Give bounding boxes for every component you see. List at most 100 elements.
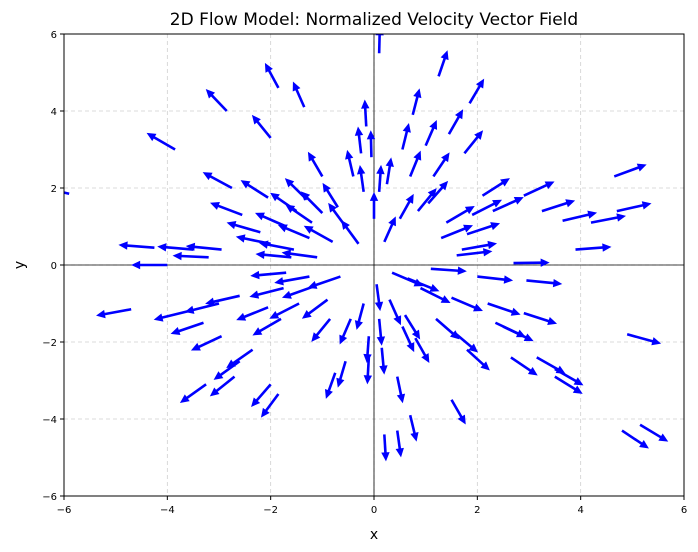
arrow-head-36 <box>292 81 301 92</box>
velocity-arrow <box>64 191 70 196</box>
velocity-arrow <box>466 222 501 236</box>
chart-title: 2D Flow Model: Normalized Velocity Vecto… <box>170 10 578 30</box>
arrow-head-53 <box>336 377 345 388</box>
velocity-arrow <box>430 266 467 275</box>
arrow-shaft-14 <box>209 174 233 190</box>
arrow-shaft-29 <box>256 286 284 297</box>
velocity-arrow <box>554 375 583 394</box>
velocity-arrow <box>264 62 280 89</box>
arrow-head-95 <box>464 205 475 215</box>
velocity-arrow <box>492 196 524 213</box>
arrow-head-20 <box>226 221 237 230</box>
arrow-head-46 <box>311 332 321 342</box>
velocity-arrow <box>303 225 334 244</box>
velocity-arrow <box>616 201 652 213</box>
arrow-head-50 <box>307 280 318 289</box>
arrow-head-42 <box>281 249 292 258</box>
arrow-head-34 <box>270 192 280 202</box>
arrow-shaft-120 <box>554 367 578 383</box>
arrow-shaft-46 <box>315 318 332 337</box>
arrow-head-110 <box>513 196 524 205</box>
velocity-arrow <box>374 284 384 312</box>
velocity-arrow <box>388 299 402 326</box>
arrow-head-13 <box>205 89 216 99</box>
arrow-shaft-72 <box>385 165 392 185</box>
arrow-shaft-114 <box>510 356 532 373</box>
y-tick-label-0: −6 <box>42 492 57 503</box>
arrow-shaft-115 <box>523 183 548 197</box>
velocity-arrow <box>513 258 550 267</box>
velocity-arrow <box>376 164 385 192</box>
velocity-arrow <box>613 163 647 178</box>
velocity-arrow <box>379 347 388 375</box>
arrow-head-27 <box>264 62 273 73</box>
velocity-arrow <box>307 275 341 289</box>
arrow-shaft-33 <box>266 243 295 251</box>
arrow-head-26 <box>260 407 270 418</box>
velocity-arrow <box>621 429 649 449</box>
velocity-arrow <box>301 298 329 319</box>
velocity-arrow <box>427 180 449 205</box>
arrow-head-17 <box>210 201 220 210</box>
velocity-arrow <box>274 275 310 286</box>
arrow-head-91 <box>441 152 450 163</box>
arrow-head-87 <box>440 295 451 304</box>
y-tick-label-5: 4 <box>51 107 57 118</box>
arrow-shaft-65 <box>375 284 381 304</box>
velocity-arrow <box>292 81 306 108</box>
arrow-shaft-110 <box>492 199 517 213</box>
velocity-arrow <box>345 149 355 177</box>
arrow-shaft-13 <box>210 93 228 112</box>
arrow-shaft-84 <box>411 95 419 116</box>
arrow-shaft-123 <box>575 246 604 251</box>
arrow-shaft-19 <box>231 348 254 365</box>
arrow-head-7 <box>170 327 181 335</box>
arrow-head-92 <box>449 330 460 340</box>
arrow-head-43 <box>307 151 317 162</box>
arrow-head-108 <box>500 178 510 187</box>
velocity-arrow <box>562 210 598 222</box>
velocity-arrow <box>356 165 366 193</box>
velocity-arrow <box>339 318 352 345</box>
arrow-head-83 <box>410 431 419 442</box>
arrow-head-54 <box>339 334 348 345</box>
arrow-shaft-97 <box>450 296 477 310</box>
x-tick-label-1: −4 <box>160 505 175 516</box>
velocity-arrow <box>411 88 422 116</box>
arrow-head-67 <box>376 336 386 346</box>
arrow-head-121 <box>572 385 583 394</box>
arrow-shaft-57 <box>357 134 363 154</box>
y-tick-label-3: 0 <box>51 261 57 272</box>
velocity-arrow <box>468 78 485 104</box>
velocity-arrow <box>502 325 534 342</box>
arrow-shaft-119 <box>541 201 568 213</box>
arrow-head-15 <box>209 387 220 397</box>
arrow-shaft-21 <box>246 183 269 199</box>
arrow-head-105 <box>475 78 485 89</box>
arrow-head-73 <box>393 315 402 326</box>
velocity-arrow <box>463 130 484 155</box>
arrow-head-62 <box>363 375 373 385</box>
arrow-shaft-109 <box>487 302 514 314</box>
velocity-arrow <box>131 260 168 270</box>
velocity-arrow <box>383 216 396 243</box>
arrow-shaft-86 <box>416 193 433 212</box>
x-tick-label-6: 6 <box>681 505 687 516</box>
arrow-shaft-104 <box>466 224 493 236</box>
arrow-head-14 <box>202 172 213 181</box>
arrow-head-97 <box>473 303 483 312</box>
arrow-shaft-50 <box>314 275 341 287</box>
arrow-shaft-27 <box>267 69 280 89</box>
x-tick-label-4: 2 <box>474 505 480 516</box>
velocity-arrow <box>361 99 370 127</box>
arrow-shaft-92 <box>435 317 455 336</box>
velocity-arrow <box>590 213 626 224</box>
arrow-head-5 <box>153 313 164 322</box>
arrow-head-127 <box>651 337 662 346</box>
velocity-arrow <box>385 157 394 185</box>
arrow-head-128 <box>639 440 649 449</box>
arrow-shaft-44 <box>305 196 324 214</box>
velocity-arrow <box>487 302 521 316</box>
velocity-arrow <box>341 220 360 245</box>
arrow-shaft-108 <box>481 181 504 197</box>
